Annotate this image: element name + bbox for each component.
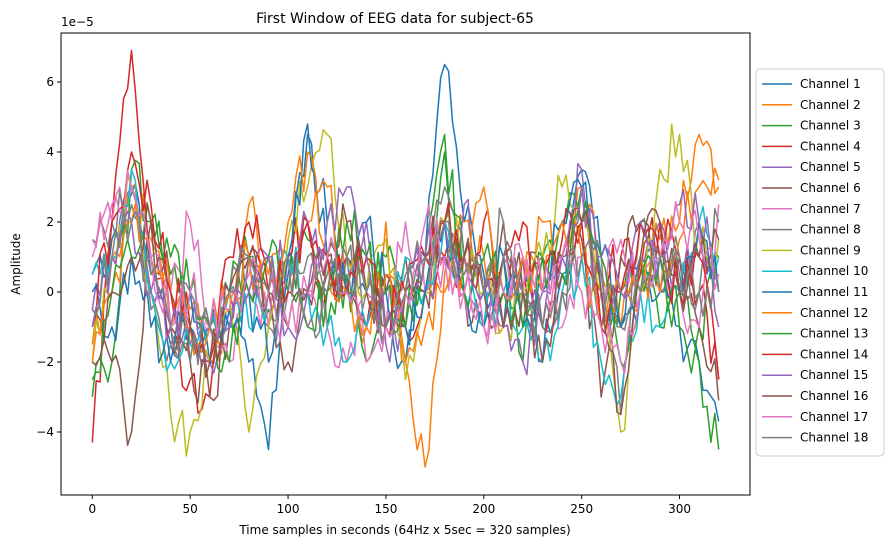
y-tick-label: −2 bbox=[36, 355, 54, 369]
legend-label-5: Channel 5 bbox=[800, 160, 861, 174]
x-axis-label: Time samples in seconds (64Hz x 5sec = 3… bbox=[238, 523, 570, 537]
legend-label-11: Channel 11 bbox=[800, 285, 868, 299]
y-tick-label: 2 bbox=[46, 215, 54, 229]
x-tick-label: 250 bbox=[570, 502, 593, 516]
x-tick-label: 50 bbox=[183, 502, 198, 516]
series-line-4 bbox=[91, 49, 720, 443]
series-layer bbox=[91, 49, 720, 468]
y-tick-label: 6 bbox=[46, 75, 54, 89]
legend-label-17: Channel 17 bbox=[800, 410, 868, 424]
chart-title: First Window of EEG data for subject-65 bbox=[256, 11, 534, 27]
legend-label-1: Channel 1 bbox=[800, 77, 861, 91]
y-axis-label: Amplitude bbox=[9, 233, 23, 295]
y-tick-label: 0 bbox=[46, 285, 54, 299]
y-axis-ticks: −4 −2 0 2 4 6 bbox=[36, 75, 61, 439]
legend-label-8: Channel 8 bbox=[800, 223, 861, 237]
series-line-7 bbox=[91, 186, 720, 369]
y-tick-label: 4 bbox=[46, 145, 54, 159]
legend-label-18: Channel 18 bbox=[800, 431, 868, 445]
legend-box bbox=[755, 68, 885, 457]
legend-label-2: Channel 2 bbox=[800, 98, 861, 112]
series-line-18 bbox=[91, 208, 720, 366]
y-tick-label: −4 bbox=[36, 425, 54, 439]
x-tick-label: 200 bbox=[472, 502, 495, 516]
series-line-5 bbox=[91, 162, 720, 374]
legend-label-10: Channel 10 bbox=[800, 264, 868, 278]
legend-label-7: Channel 7 bbox=[800, 202, 861, 216]
series-line-10 bbox=[91, 168, 720, 407]
legend-label-6: Channel 6 bbox=[800, 181, 861, 195]
x-tick-label: 100 bbox=[277, 502, 300, 516]
legend-label-12: Channel 12 bbox=[800, 306, 868, 320]
legend-label-14: Channel 14 bbox=[800, 347, 868, 361]
legend-label-13: Channel 13 bbox=[800, 327, 868, 341]
x-tick-label: 150 bbox=[374, 502, 397, 516]
legend-label-3: Channel 3 bbox=[800, 119, 861, 133]
legend: Channel 1 Channel 2 Channel 3 Channel 4 Chan… bbox=[755, 68, 885, 457]
series-line-2 bbox=[91, 133, 720, 468]
x-axis-ticks: 0 50 100 150 200 250 300 bbox=[88, 495, 691, 516]
x-tick-label: 0 bbox=[88, 502, 96, 516]
y-offset-text: 1e−5 bbox=[61, 15, 94, 29]
plot-frame bbox=[60, 32, 751, 496]
legend-label-4: Channel 4 bbox=[800, 139, 861, 153]
legend-label-16: Channel 16 bbox=[800, 389, 868, 403]
x-tick-label: 300 bbox=[668, 502, 691, 516]
legend-label-15: Channel 15 bbox=[800, 368, 868, 382]
legend-label-9: Channel 9 bbox=[800, 243, 861, 257]
